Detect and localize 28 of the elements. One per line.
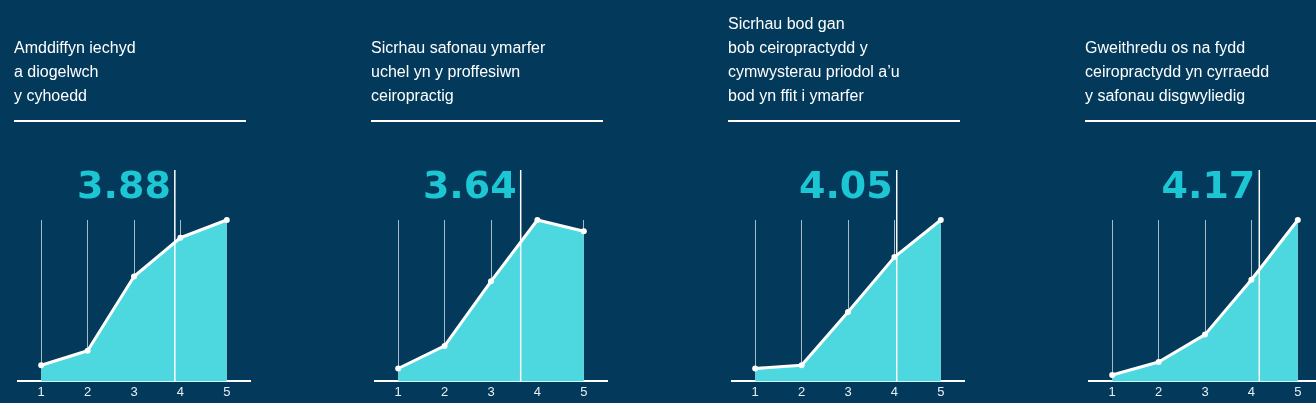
x-tick-label: 5 [937,383,945,399]
x-tick-label: 5 [1294,383,1302,399]
x-tick-label: 4 [533,383,542,399]
x-tick-label: 2 [83,383,92,399]
x-tick-label: 2 [440,383,449,399]
x-tick-label: 3 [487,383,495,399]
x-tick-label: 2 [797,383,806,399]
ref-line-label: 3.64 [422,163,517,207]
x-tick-label: 4 [1247,383,1256,399]
x-tick-label: 4 [890,383,899,399]
x-tick-label: 3 [130,383,138,399]
x-tick-label: 1 [751,383,759,399]
x-tick-label: 1 [1108,383,1116,399]
x-tick-label: 5 [223,383,231,399]
x-tick-label: 2 [1154,383,1163,399]
ref-line-label: 4.17 [1161,163,1256,207]
x-tick-label: 4 [176,383,185,399]
x-tick-label: 1 [37,383,45,399]
ref-line-label: 4.05 [798,163,893,207]
x-tick-label: 1 [394,383,402,399]
chart-title: Sicrhau bod gan bob ceiropractydd y cymwysterau priodol a’u bod yn ffit i ymarfer [728,14,901,106]
x-tick-label: 5 [580,383,588,399]
x-tick-label: 3 [844,383,852,399]
chart-title: Sicrhau safonau ymarfer uchel yn y proffesiwn ceiropractig [371,38,547,106]
ref-line-label: 3.88 [77,163,171,207]
chart-title: Gweithredu os na fydd ceiropractydd yn cyrraedd y safonau disgwyliedig [1085,38,1271,106]
chart-title: Amddiffyn iechyd a diogelwch y cyhoedd [14,38,137,106]
x-tick-label: 3 [1201,383,1209,399]
